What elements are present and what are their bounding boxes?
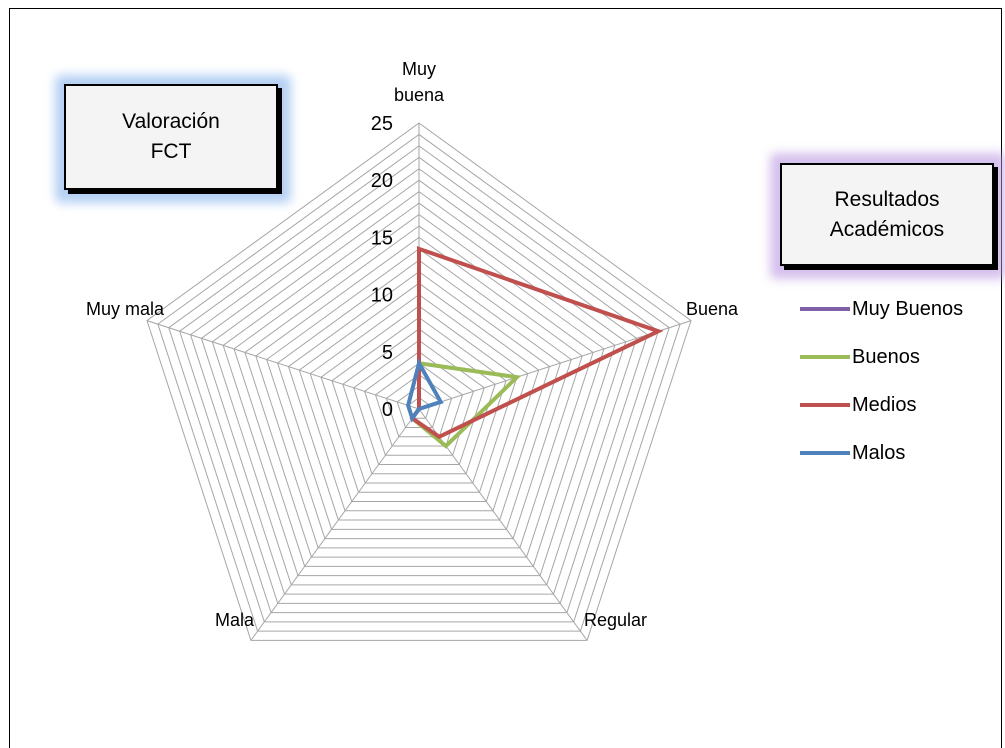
radial-tick-label: 20 [371,170,393,192]
category-label: Mala [215,610,255,630]
grid-spoke [146,320,420,410]
legend: Muy Buenos Buenos Medios Malos [800,285,963,477]
legend-item-muy-buenos: Muy Buenos [800,285,963,333]
grid-ring [255,236,583,549]
category-label: Regular [584,610,647,630]
radial-tick-label: 10 [371,285,393,307]
chart-title-line-1: Valoración [122,110,220,133]
grid-ring [320,305,518,493]
grid-ring [168,145,670,623]
legend-item-medios: Medios [800,381,963,429]
legend-label-malos: Malos [852,441,906,464]
grid-ring [287,271,551,521]
grid-ring [179,156,659,614]
category-labels: Muy buena Buena Regular Mala Muy mala [86,59,739,630]
grid-ring [353,339,485,466]
radial-axis-ticks: 0 5 10 15 20 25 [371,113,393,421]
grid-ring [309,293,529,503]
radial-tick-label: 0 [382,399,393,421]
legend-label-buenos: Buenos [852,345,920,368]
grid-ring [298,282,540,512]
grid-ring [374,362,464,447]
grid-ring [266,248,572,540]
series-line-malos [406,357,444,423]
radial-tick-label: 15 [371,227,393,249]
grid-ring [331,316,507,484]
grid-spoke [250,408,420,641]
legend-item-buenos: Buenos [800,333,963,381]
chart-title-line-2: FCT [150,140,192,163]
series-lines [406,246,664,449]
legend-item-malos: Malos [800,429,963,477]
grid-ring [364,351,474,456]
grid-ring [233,213,605,567]
radial-tick-label: 5 [382,342,393,364]
grid-ring [211,191,627,586]
legend-label-muy-buenos: Muy Buenos [852,297,964,320]
category-label: Buena [686,299,739,319]
grid-ring [157,133,681,632]
legend-title-line-2: Académicos [829,217,945,241]
legend-title-line-1: Resultados [834,187,940,211]
grid-ring [244,225,594,558]
grid-ring [276,259,562,530]
category-label: Muy buena [394,59,445,105]
grid-ring [146,122,692,641]
radial-tick-label: 25 [371,113,393,135]
legend-swatch-medios [800,403,850,407]
legend-swatch-malos [800,451,850,455]
legend-swatch-buenos [800,355,850,359]
grid-ring [385,374,453,438]
radar-chart: 0 5 10 15 20 25 Muy buena Buena Regular Mala Muy m… [86,59,739,641]
chart-frame [9,8,1002,748]
category-label: Muy mala [86,299,165,319]
grid-ring [342,328,496,475]
grid-ring [222,202,616,577]
series-line-medios [409,246,664,440]
grid-ring [189,168,649,604]
legend-label-medios: Medios [852,393,917,416]
chart-title: Valoración FCT [64,84,278,190]
radar-grid [146,122,692,641]
legend-swatch-muy-buenos [800,307,850,311]
legend-title: Resultados Académicos [780,163,994,266]
